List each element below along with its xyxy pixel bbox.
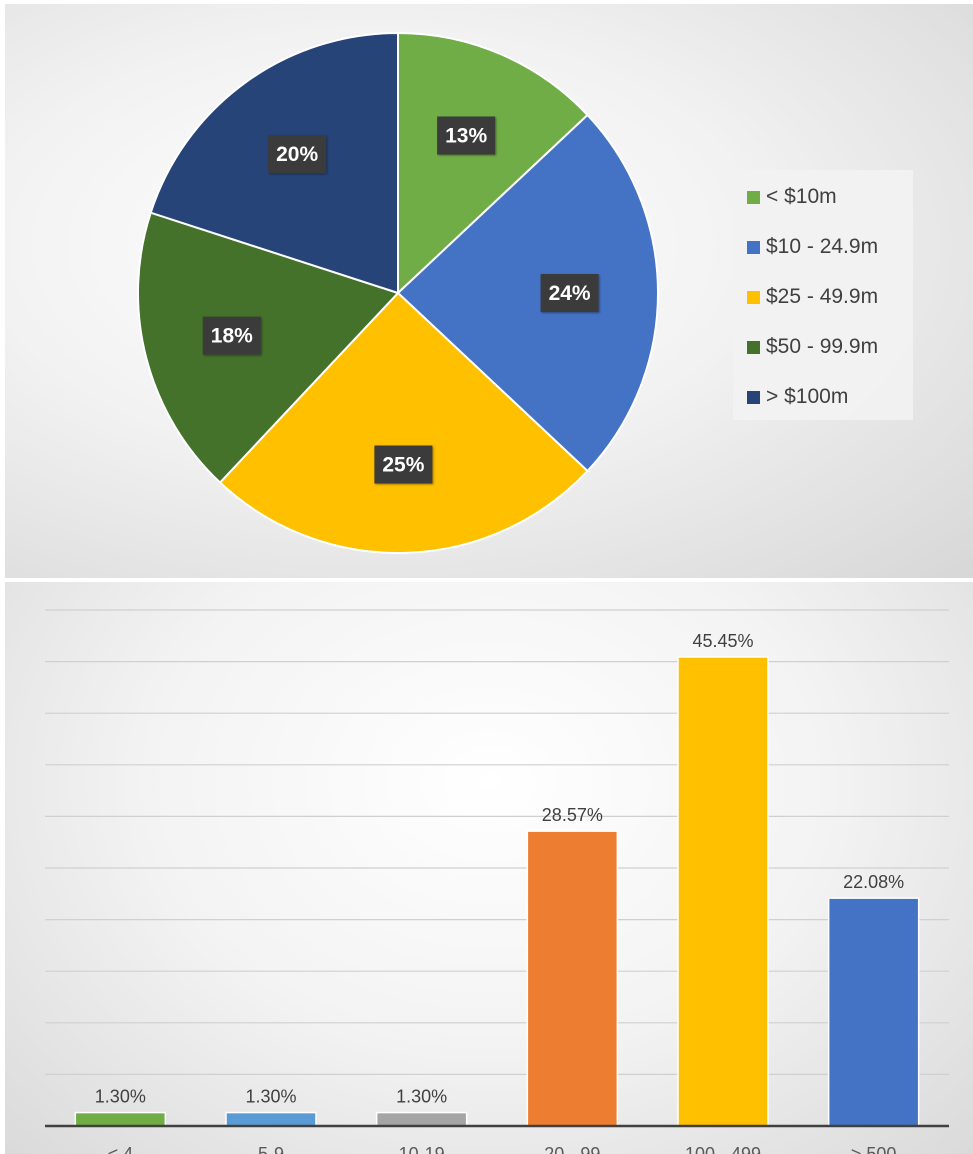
legend-label: $50 - 99.9m: [766, 335, 879, 358]
bar: [375, 1111, 468, 1127]
pie-data-label: 24%: [540, 274, 599, 312]
x-tick-label: 20 - 99: [544, 1144, 600, 1154]
pie-label-box: [437, 116, 496, 155]
pie-slice: [396, 113, 659, 473]
x-tick-label: 5-9: [258, 1144, 284, 1154]
pie-label-text: 20%: [276, 143, 318, 166]
bar-data-label: 45.45%: [692, 631, 753, 651]
legend-item: < $10m: [747, 182, 837, 212]
bar-data-label: 1.30%: [95, 1087, 146, 1107]
x-tick-label: < 4: [108, 1144, 134, 1154]
legend-swatch: [747, 240, 760, 254]
legend-swatch: [747, 190, 760, 204]
pie-label-box: [540, 274, 599, 312]
pie-data-label: 18%: [202, 316, 261, 355]
pie-label-box: [202, 316, 261, 355]
legend-swatch: [747, 290, 760, 304]
pie-label-box: [374, 445, 433, 484]
bar: [225, 1111, 317, 1127]
pie-chart-panel: 13% 24% 25% 18% 20% < $10m $10 - 24.9m $25 - 4…: [5, 4, 973, 578]
bar: [827, 897, 920, 1127]
legend-label: > $100m: [766, 385, 849, 408]
bar-chart: 1.30% < 4 1.30% 5-9 1.30% 10-19 28.57% 20 - 99 4…: [45, 609, 949, 1154]
legend-label: $10 - 24.9m: [766, 235, 879, 258]
pie-chart: 13% 24% 25% 18% 20%: [137, 31, 659, 554]
pie-data-label: 20%: [268, 135, 327, 174]
x-tick-label: > 500: [851, 1144, 897, 1154]
legend-item: $25 - 49.9m: [747, 282, 878, 312]
pie-data-label: 13%: [437, 116, 496, 155]
bar-data-label: 1.30%: [245, 1087, 296, 1107]
pie-slice: [397, 31, 589, 296]
pie-label-text: 25%: [382, 454, 424, 477]
bar: [74, 1111, 167, 1127]
legend-item: > $100m: [747, 382, 848, 412]
bar-data-label: 28.57%: [542, 805, 603, 825]
legend-label: < $10m: [766, 185, 837, 208]
legend-item: $50 - 99.9m: [747, 332, 878, 362]
bar-data-label: 22.08%: [843, 872, 904, 892]
pie-label-box: [268, 135, 327, 174]
bar: [526, 830, 619, 1127]
pie-data-label: 25%: [374, 445, 433, 484]
pie-label-text: 13%: [445, 125, 487, 148]
legend-swatch: [747, 390, 760, 404]
bar: [677, 656, 769, 1127]
bar-chart-panel: 1.30% < 4 1.30% 5-9 1.30% 10-19 28.57% 20 - 99 4…: [5, 582, 973, 1154]
legend-swatch: [747, 340, 760, 354]
bar-data-label: 1.30%: [396, 1087, 447, 1107]
x-tick-label: 10-19: [399, 1144, 445, 1154]
pie-label-text: 24%: [549, 282, 591, 305]
pie-slice: [218, 291, 589, 554]
legend-item: $10 - 24.9m: [747, 232, 878, 262]
legend-label: $25 - 49.9m: [766, 285, 879, 308]
pie-label-text: 18%: [211, 325, 253, 348]
x-tick-label: 100 - 499: [685, 1144, 761, 1154]
pie-slice: [137, 211, 400, 484]
pie-legend: < $10m $10 - 24.9m $25 - 49.9m $50 - 99.9m >…: [733, 170, 913, 420]
